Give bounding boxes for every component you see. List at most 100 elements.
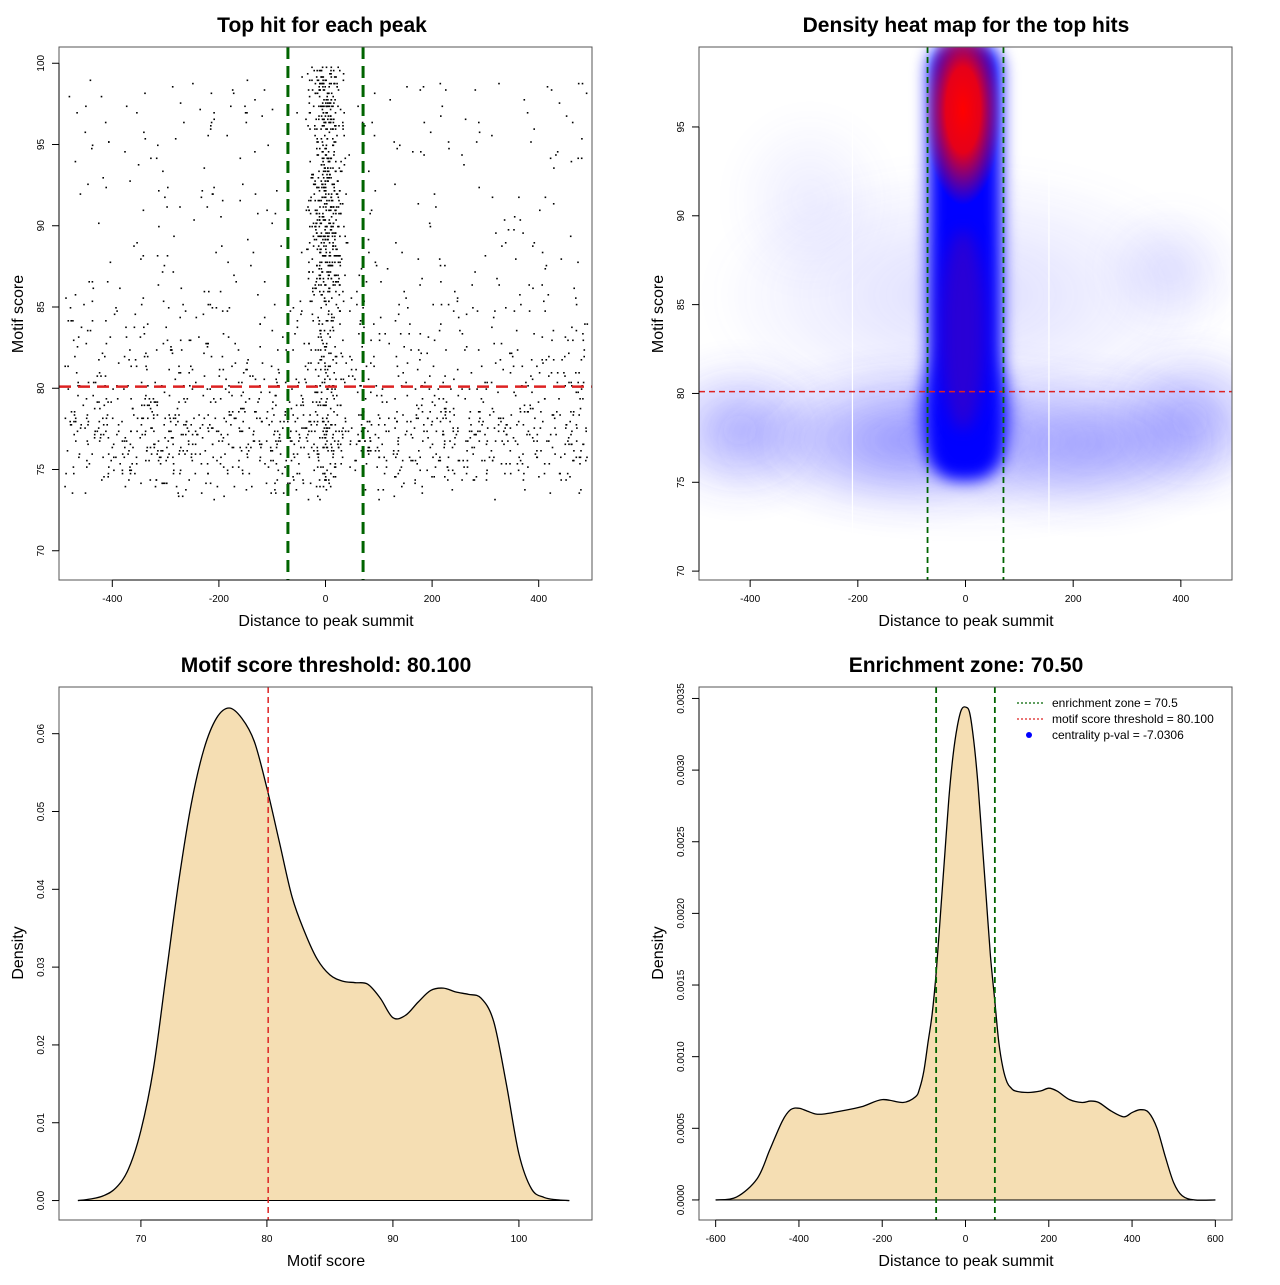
scatter-point <box>357 440 360 442</box>
scatter-point <box>306 248 308 251</box>
scatter-point <box>179 206 181 208</box>
scatter-point <box>322 235 325 238</box>
scatter-point <box>503 443 505 446</box>
scatter-point <box>322 446 324 449</box>
scatter-point <box>332 450 335 452</box>
scatter-point <box>172 443 174 446</box>
scatter-point <box>154 443 156 446</box>
scatter-point <box>330 216 333 218</box>
scatter-point <box>315 401 318 403</box>
scatter-point <box>331 232 334 234</box>
scatter-point <box>276 430 279 433</box>
scatter-point <box>319 437 321 439</box>
scatter-point <box>135 365 138 368</box>
scatter-point <box>313 238 316 241</box>
scatter-point <box>526 433 528 436</box>
scatter-point <box>396 420 398 423</box>
scatter-point <box>107 401 109 403</box>
scatter-point <box>162 482 164 485</box>
scatter-point <box>301 310 303 312</box>
scatter-point <box>125 440 128 442</box>
scatter-point <box>445 349 447 351</box>
scatter-point <box>303 446 305 449</box>
scatter-point <box>332 476 335 478</box>
scatter-point <box>395 355 398 358</box>
scatter-point <box>329 485 332 488</box>
scatter-point <box>364 427 366 429</box>
scatter-point <box>314 368 317 371</box>
scatter-point <box>129 443 132 446</box>
scatter-point <box>246 456 249 459</box>
scatter-point <box>289 482 291 485</box>
scatter-point <box>329 173 331 176</box>
scatter-point <box>498 82 500 85</box>
scatter-point <box>485 479 488 481</box>
scatter-point <box>190 424 192 426</box>
scatter-point <box>339 255 341 257</box>
scatter-point <box>499 359 502 361</box>
heatmap-y-tick-label: 70 <box>676 565 687 577</box>
scatter-point <box>582 381 585 384</box>
scatter-point <box>334 466 337 468</box>
scatter-point <box>92 394 94 397</box>
scatter-point <box>571 121 574 124</box>
scatter-point <box>321 186 323 189</box>
scatter-point <box>328 177 330 179</box>
scatter-point <box>468 388 471 390</box>
scatter-point <box>359 323 361 325</box>
scatter-point <box>341 430 343 433</box>
scatter-point <box>226 310 229 312</box>
scatter-point <box>312 401 314 403</box>
scatter-point <box>318 190 321 192</box>
scatter-point <box>166 339 169 342</box>
scatter-point <box>465 313 468 316</box>
scatter-point <box>222 368 225 371</box>
scatter-point <box>233 485 236 488</box>
scatter-point <box>98 222 100 225</box>
scatter-point <box>464 118 467 121</box>
scatter-point <box>324 238 327 241</box>
scatter-point <box>308 430 310 433</box>
scatter-point <box>406 362 409 364</box>
scatter-point <box>96 401 99 403</box>
scatter-point <box>200 196 203 199</box>
scatter-point <box>161 271 164 273</box>
scatter-point <box>504 427 506 429</box>
scatter-point <box>429 375 431 377</box>
scatter-point <box>325 430 328 433</box>
scatter-point <box>359 385 361 387</box>
scatter-point <box>326 427 329 429</box>
scatter-y-label: Motif score <box>10 275 27 353</box>
scatter-point <box>493 427 496 429</box>
scatter-point <box>434 404 436 407</box>
scatter-point <box>98 440 101 442</box>
scatter-point <box>305 118 307 121</box>
scatter-point <box>302 414 305 416</box>
scatter-point <box>171 86 174 88</box>
scatter-point <box>320 294 323 296</box>
scatter-point <box>272 459 274 462</box>
scatter-point <box>149 479 152 481</box>
scatter-point <box>552 329 555 332</box>
scatter-point <box>107 437 110 439</box>
scatter-point <box>466 450 468 452</box>
scatter-point <box>318 105 320 108</box>
scatter-point <box>332 456 334 459</box>
scatter-point <box>315 281 318 283</box>
scatter-point <box>328 219 331 221</box>
scatter-point <box>329 73 331 75</box>
scatter-point <box>484 381 486 384</box>
scatter-point <box>314 349 317 351</box>
scatter-point <box>466 459 469 462</box>
scatter-point <box>328 479 330 481</box>
scatter-point <box>317 79 320 82</box>
scatter-point <box>328 290 331 293</box>
scatter-point <box>397 375 400 377</box>
scatter-point <box>85 417 88 420</box>
scatter-point <box>76 112 78 114</box>
scatter-point <box>570 433 572 436</box>
scatter-point <box>257 401 259 403</box>
scatter-point <box>325 300 327 303</box>
scatter-point <box>451 469 454 472</box>
scatter-point <box>519 459 522 462</box>
